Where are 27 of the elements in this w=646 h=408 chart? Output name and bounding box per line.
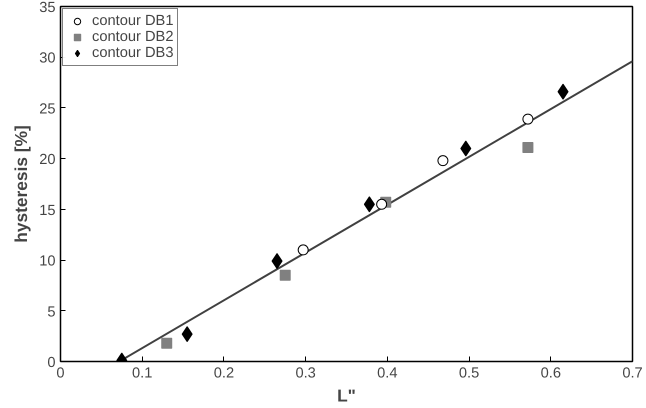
point: [298, 244, 309, 256]
x-tick-label: 0.3: [295, 366, 316, 382]
y-tick-label: 0: [47, 355, 56, 371]
point: [161, 338, 172, 349]
y-tick-label: 20: [39, 152, 56, 168]
point: [460, 140, 472, 156]
legend-label: contour DB1: [92, 13, 174, 29]
x-tick-label: 0.7: [622, 366, 643, 382]
x-tick-label: 0.2: [214, 366, 234, 382]
x-axis-title: L": [337, 386, 356, 406]
y-tick-label: 5: [47, 304, 56, 320]
x-tick-label: 0.1: [132, 366, 152, 382]
x-tick-label: 0.5: [458, 366, 480, 382]
x-tick-label: 0.6: [540, 366, 561, 382]
y-tick-label: 35: [39, 0, 56, 16]
point: [522, 114, 534, 125]
legend-label: contour DB3: [92, 45, 174, 61]
y-tick-label: 30: [39, 50, 56, 67]
legend-label: contour DB2: [92, 29, 174, 45]
point: [522, 142, 534, 153]
y-axis-title: hysteresis [%]: [11, 125, 32, 243]
y-tick-label: 15: [39, 202, 56, 219]
point: [376, 198, 388, 210]
y-tick-label: 25: [39, 101, 56, 118]
x-tick-label: 0.4: [377, 366, 398, 382]
point: [280, 270, 291, 281]
y-tick-label: 10: [39, 254, 56, 270]
